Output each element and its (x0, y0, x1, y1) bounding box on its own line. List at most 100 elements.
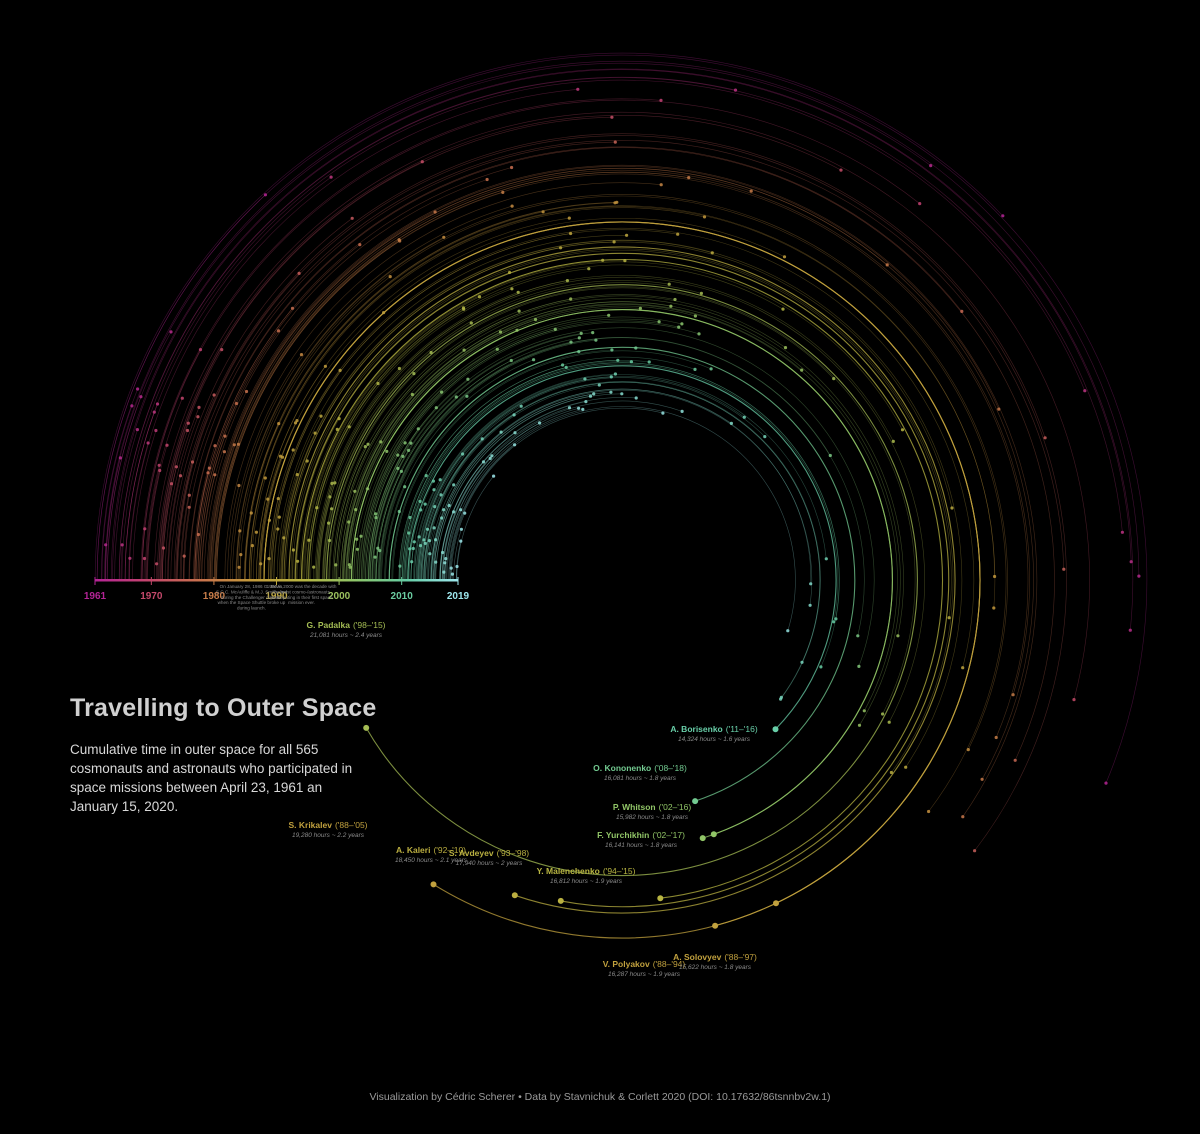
background-dot (1120, 530, 1124, 534)
background-arc (405, 363, 839, 622)
background-arc (322, 280, 670, 581)
background-dot (237, 483, 241, 488)
background-arc (372, 332, 593, 581)
background-dot (312, 565, 316, 569)
background-dot (469, 321, 473, 325)
astronaut-name: F. Yurchikhin (597, 830, 649, 840)
background-dot (857, 664, 861, 669)
background-dot (291, 448, 295, 452)
background-arc (336, 298, 571, 581)
background-dot (567, 406, 572, 410)
background-arc (94, 52, 1004, 581)
background-arc (281, 432, 316, 581)
background-arc (292, 250, 952, 618)
background-dot (856, 634, 860, 638)
background-dot (1129, 560, 1133, 564)
background-dot (307, 538, 311, 542)
background-arc (258, 499, 269, 581)
background-dot (786, 629, 790, 633)
background-dot (513, 443, 517, 447)
background-dot (185, 428, 190, 433)
background-dot (509, 358, 513, 363)
background-dot (359, 534, 363, 538)
background-arc (440, 511, 454, 581)
background-dot (800, 368, 804, 372)
background-dot (569, 231, 573, 236)
background-dot (541, 210, 545, 214)
background-dot (950, 506, 954, 510)
background-dot (620, 392, 624, 396)
background-arc (310, 288, 513, 581)
background-dot (612, 240, 616, 244)
background-arc (216, 192, 503, 581)
background-dot (118, 456, 122, 460)
background-dot (388, 275, 392, 279)
background-dot (538, 421, 542, 425)
background-arc (368, 407, 437, 581)
astronaut-years: ('93–'98) (497, 848, 530, 858)
background-arc (317, 275, 894, 581)
background-dot (687, 176, 691, 180)
background-dot (1083, 389, 1087, 393)
background-dot (263, 476, 267, 480)
background-dot (673, 297, 677, 302)
background-dot (629, 360, 634, 364)
timeline-tick-label: 1980 (203, 591, 226, 602)
background-arc (413, 489, 435, 581)
background-arc (408, 509, 421, 581)
background-dot (355, 547, 359, 551)
highlighted-arc (300, 258, 944, 899)
background-dot (583, 377, 587, 381)
background-arc (119, 77, 1123, 581)
background-arc (101, 405, 133, 581)
background-dot (187, 505, 191, 509)
background-arc (323, 322, 472, 581)
astronaut-name: A. Borisenko (670, 724, 722, 734)
background-dot (516, 290, 520, 294)
background-arc (408, 480, 434, 581)
background-dot (396, 466, 400, 470)
background-dot (329, 175, 333, 179)
background-dot (881, 712, 885, 716)
background-dot (613, 372, 618, 376)
background-dot (485, 177, 489, 182)
background-arc (431, 517, 442, 581)
background-dot (186, 421, 190, 425)
background-arc (210, 168, 1034, 780)
background-arc (107, 331, 172, 581)
background-arc (224, 182, 662, 581)
background-dot (366, 442, 370, 446)
background-arc (341, 394, 413, 581)
background-arc (418, 376, 612, 581)
astronaut-years: ('88–'97) (724, 952, 757, 962)
background-dot (885, 263, 889, 267)
background-arc (124, 403, 158, 581)
background-dot (993, 574, 997, 579)
background-dot (174, 465, 178, 469)
background-arc (398, 356, 696, 581)
background-arc (132, 430, 157, 581)
background-arc (161, 483, 172, 581)
background-arc (402, 360, 650, 581)
background-arc (347, 319, 536, 581)
background-dot (305, 459, 309, 463)
background-arc (197, 403, 237, 581)
background-arc (345, 331, 501, 581)
background-dot (213, 444, 217, 448)
background-dot (857, 723, 862, 727)
background-dot (223, 434, 227, 438)
background-dot (278, 454, 282, 458)
background-arc (401, 367, 567, 581)
background-dot (669, 304, 673, 308)
background-dot (634, 396, 638, 400)
background-dot (238, 529, 242, 533)
background-dot (661, 411, 665, 415)
background-arc (346, 509, 356, 581)
astronaut-label: A. Solovyev ('88–'97) 15,622 hours ~ 1.8 y… (673, 952, 757, 971)
timeline-annotation: 1990 to 2000 was the decade with the most… (267, 584, 337, 605)
background-dot (277, 422, 281, 426)
astronaut-detail: 18,450 hours ~ 2.1 years (395, 857, 468, 864)
background-arc (423, 381, 821, 663)
background-arc (260, 457, 283, 581)
background-dot (591, 331, 595, 335)
